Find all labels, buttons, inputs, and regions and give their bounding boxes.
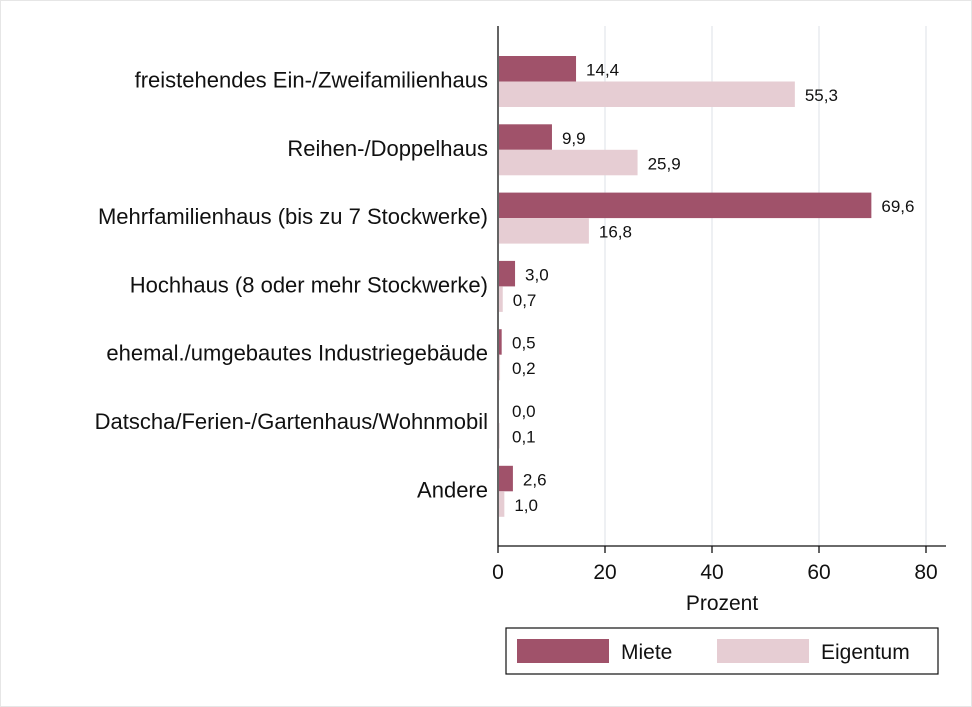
bars bbox=[499, 56, 872, 517]
legend-swatch-miete bbox=[517, 639, 609, 663]
legend-label-eigentum: Eigentum bbox=[821, 641, 910, 664]
x-axis-title: Prozent bbox=[686, 592, 759, 615]
data-label-eigentum: 55,3 bbox=[805, 86, 838, 105]
bar-miete bbox=[499, 465, 513, 492]
bar-eigentum bbox=[499, 354, 501, 381]
data-label-miete: 0,0 bbox=[512, 402, 536, 421]
category-label: Reihen-/Doppelhaus bbox=[287, 136, 488, 161]
bar-eigentum bbox=[499, 286, 503, 312]
category-label: Mehrfamilienhaus (bis zu 7 Stockwerke) bbox=[98, 204, 488, 229]
category-label: Datscha/Ferien-/Gartenhaus/Wohnmobil bbox=[95, 409, 488, 434]
x-tick-label-60: 60 bbox=[807, 561, 830, 584]
data-label-miete: 0,5 bbox=[512, 334, 536, 353]
bar-miete bbox=[499, 329, 502, 355]
bar-miete bbox=[499, 56, 577, 82]
data-label-miete: 9,9 bbox=[562, 129, 586, 148]
data-label-eigentum: 16,8 bbox=[599, 223, 632, 242]
x-tick-label-0: 0 bbox=[492, 561, 504, 584]
category-label: ehemal./umgebautes Industriegebäude bbox=[106, 341, 488, 366]
bar-eigentum bbox=[499, 81, 795, 107]
category-label: Andere bbox=[417, 477, 488, 502]
bar-miete bbox=[499, 192, 872, 219]
bar-miete bbox=[499, 260, 516, 287]
data-label-miete: 3,0 bbox=[525, 265, 549, 284]
data-label-miete: 14,4 bbox=[586, 61, 619, 80]
bar-eigentum bbox=[499, 491, 505, 517]
bar-miete bbox=[499, 124, 552, 150]
data-label-eigentum: 25,9 bbox=[648, 154, 681, 173]
category-label: freistehendes Ein-/Zweifamilienhaus bbox=[135, 68, 488, 93]
data-label-eigentum: 0,7 bbox=[513, 291, 537, 310]
bar-eigentum bbox=[499, 423, 500, 449]
value-labels: 14,4 55,3 9,9 25,9 69,6 16,8 3,0 0,7 0,5 0,2 0,0 0,… bbox=[512, 61, 914, 515]
bar-eigentum bbox=[499, 149, 638, 176]
legend-swatch-eigentum bbox=[717, 639, 809, 663]
x-tick-label-40: 40 bbox=[700, 561, 723, 584]
data-label-eigentum: 0,1 bbox=[512, 428, 536, 447]
data-label-eigentum: 1,0 bbox=[514, 496, 538, 515]
legend: Miete Eigentum bbox=[505, 627, 939, 675]
data-label-eigentum: 0,2 bbox=[512, 359, 536, 378]
category-labels: freistehendes Ein-/Zweifamilienhaus Reihe… bbox=[95, 68, 488, 503]
x-tick-label-20: 20 bbox=[593, 561, 616, 584]
bar-eigentum bbox=[499, 218, 589, 244]
category-label: Hochhaus (8 oder mehr Stockwerke) bbox=[130, 272, 488, 297]
legend-label-miete: Miete bbox=[621, 641, 672, 664]
x-tick-label-80: 80 bbox=[914, 561, 937, 584]
x-axis: 0 20 40 60 80 bbox=[492, 26, 946, 584]
data-label-miete: 2,6 bbox=[523, 470, 547, 489]
data-label-miete: 69,6 bbox=[881, 197, 914, 216]
gridlines bbox=[604, 26, 927, 546]
